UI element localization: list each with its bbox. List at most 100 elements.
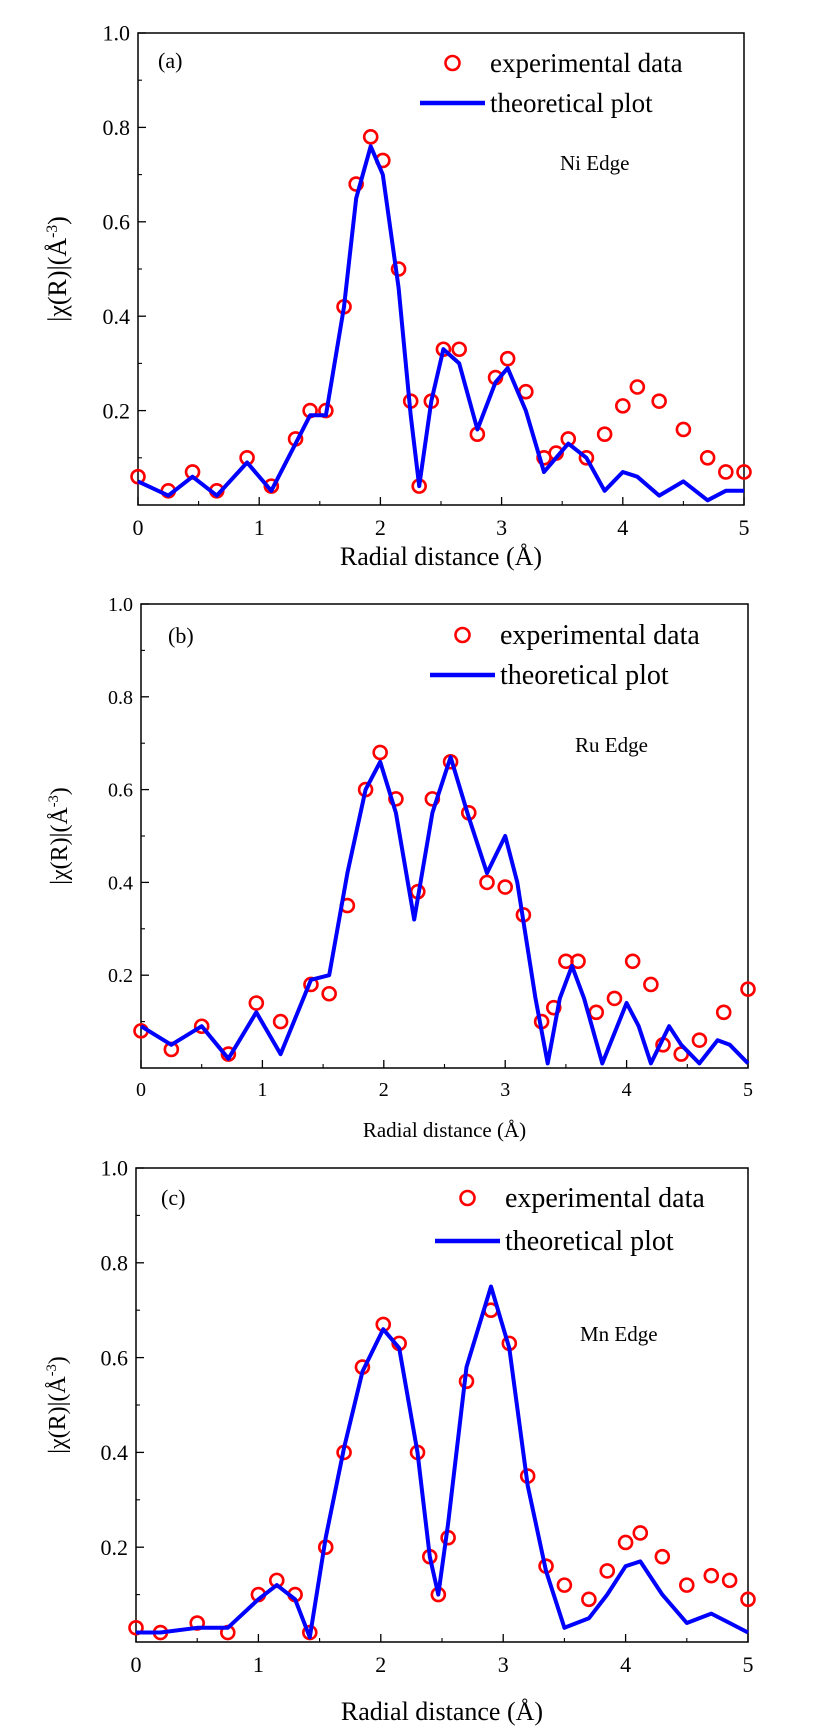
data-point bbox=[691, 1032, 708, 1048]
y-tick-label: 0.2 bbox=[108, 965, 133, 987]
legend: experimental data theoretical plot bbox=[435, 1183, 705, 1257]
panel-label: (c) bbox=[161, 1185, 185, 1210]
data-point bbox=[556, 1577, 573, 1593]
data-point bbox=[740, 981, 756, 997]
legend-marker-circle bbox=[454, 626, 471, 644]
data-point bbox=[675, 421, 692, 438]
x-tick-label: 4 bbox=[617, 515, 628, 540]
x-tick-label: 2 bbox=[375, 515, 386, 540]
data-point bbox=[451, 341, 467, 358]
legend-label: theoretical plot bbox=[500, 660, 669, 691]
data-point bbox=[678, 1577, 695, 1593]
data-point bbox=[497, 879, 514, 895]
y-tick-label: 0.2 bbox=[103, 398, 131, 423]
edge-annotation: Mn Edge bbox=[580, 1322, 658, 1346]
y-axis-label-superscript: -3 bbox=[44, 1364, 60, 1376]
data-point bbox=[479, 874, 495, 891]
data-point bbox=[629, 379, 646, 395]
data-point bbox=[736, 464, 752, 480]
y-axis-label-superscript: -3 bbox=[46, 795, 62, 807]
data-point bbox=[588, 1004, 605, 1021]
data-point bbox=[499, 350, 516, 367]
data-point bbox=[193, 1018, 210, 1035]
y-axis-label-close: ) bbox=[43, 216, 72, 225]
y-axis-label-main: |χ(R)|(Å bbox=[43, 238, 72, 322]
data-point bbox=[606, 990, 623, 1007]
y-tick-label: 0.6 bbox=[103, 210, 131, 235]
x-axis-label: Radial distance (Å) bbox=[363, 1118, 526, 1142]
legend-label: experimental data bbox=[505, 1183, 705, 1214]
x-axis-label: Radial distance (Å) bbox=[341, 1697, 543, 1726]
y-tick-label: 0.6 bbox=[108, 780, 133, 802]
x-tick-label: 5 bbox=[743, 1079, 753, 1101]
panel-label: (b) bbox=[168, 623, 194, 648]
y-tick-label: 0.8 bbox=[101, 1251, 129, 1276]
data-point bbox=[599, 1563, 616, 1579]
panel-label: (a) bbox=[158, 48, 182, 73]
y-tick-label: 0.2 bbox=[101, 1535, 129, 1560]
data-point bbox=[372, 744, 388, 761]
data-point bbox=[570, 953, 586, 970]
series-experimental-data bbox=[133, 744, 756, 1062]
series-theoretical-plot-line bbox=[137, 144, 744, 503]
y-axis-label: |χ(R)|(Å-3) bbox=[44, 1356, 71, 1454]
x-tick-label: 2 bbox=[375, 1652, 386, 1677]
data-point bbox=[624, 953, 641, 970]
x-tick-label: 0 bbox=[131, 1652, 142, 1677]
data-point bbox=[321, 985, 337, 1002]
data-point bbox=[651, 393, 667, 409]
legend-label: experimental data bbox=[500, 620, 700, 651]
data-point bbox=[617, 1534, 634, 1551]
x-tick-label: 3 bbox=[498, 1652, 509, 1677]
x-tick-label: 3 bbox=[496, 515, 507, 540]
x-tick-label: 4 bbox=[620, 1652, 631, 1677]
x-tick-label: 1 bbox=[253, 1652, 264, 1677]
legend: experimental data theoretical plot bbox=[430, 620, 700, 691]
y-axis-label-main: |χ(R)|(Å bbox=[45, 1376, 71, 1454]
chart-panel-b: 0 1 2 3 4 5 0.2 0.4 0.6 0.8 1.0 (b) Ru Edge experimen… bbox=[46, 594, 756, 1142]
data-point bbox=[596, 426, 613, 443]
data-point bbox=[248, 995, 265, 1011]
data-point bbox=[740, 1591, 756, 1608]
x-tick-label: 5 bbox=[739, 515, 750, 540]
legend-marker-circle bbox=[444, 54, 461, 72]
y-tick-label: 1.0 bbox=[108, 594, 133, 616]
data-point bbox=[703, 1567, 720, 1584]
data-point bbox=[699, 449, 716, 466]
y-tick-label: 0.6 bbox=[101, 1345, 129, 1370]
y-axis-label-superscript: -3 bbox=[44, 225, 61, 238]
series-theoretical-plot-line bbox=[139, 755, 750, 1066]
y-tick-label: 0.8 bbox=[108, 687, 133, 709]
y-axis-label-main: |χ(R)|(Å bbox=[47, 807, 73, 885]
series-theoretical-plot-line bbox=[136, 1284, 749, 1640]
legend-label: theoretical plot bbox=[490, 88, 653, 118]
legend-label: experimental data bbox=[490, 48, 683, 78]
x-tick-label: 0 bbox=[133, 515, 144, 540]
x-tick-label: 1 bbox=[257, 1079, 267, 1101]
y-tick-label: 0.8 bbox=[103, 115, 131, 140]
chart-panel-a: 0 1 2 3 4 5 0.2 0.4 0.6 0.8 1.0 (a) Ni Edge experimen… bbox=[43, 21, 752, 571]
x-tick-label: 4 bbox=[622, 1079, 632, 1101]
legend: experimental data theoretical plot bbox=[420, 48, 683, 118]
chart-panel-c: 0 1 2 3 4 5 0.2 0.4 0.6 0.8 1.0 (c) Mn Edge experimen… bbox=[44, 1156, 756, 1726]
data-point bbox=[721, 1572, 738, 1589]
legend-marker-circle bbox=[459, 1189, 476, 1207]
y-axis-label: |χ(R)|(Å-3) bbox=[43, 216, 72, 322]
x-tick-label: 3 bbox=[500, 1079, 510, 1101]
y-axis-label-close: ) bbox=[47, 787, 73, 795]
data-point bbox=[715, 1004, 732, 1021]
data-point bbox=[614, 398, 631, 414]
series-experimental-data bbox=[130, 129, 752, 499]
data-point bbox=[362, 129, 379, 145]
edge-annotation: Ni Edge bbox=[560, 151, 629, 175]
edge-annotation: Ru Edge bbox=[575, 733, 648, 757]
x-axis-label: Radial distance (Å) bbox=[340, 542, 542, 571]
data-point bbox=[581, 1591, 597, 1608]
data-point bbox=[643, 976, 659, 993]
y-tick-label: 1.0 bbox=[103, 21, 131, 46]
x-tick-label: 1 bbox=[254, 515, 265, 540]
data-point bbox=[632, 1525, 649, 1541]
x-tick-label: 2 bbox=[379, 1079, 389, 1101]
data-point bbox=[578, 449, 595, 466]
